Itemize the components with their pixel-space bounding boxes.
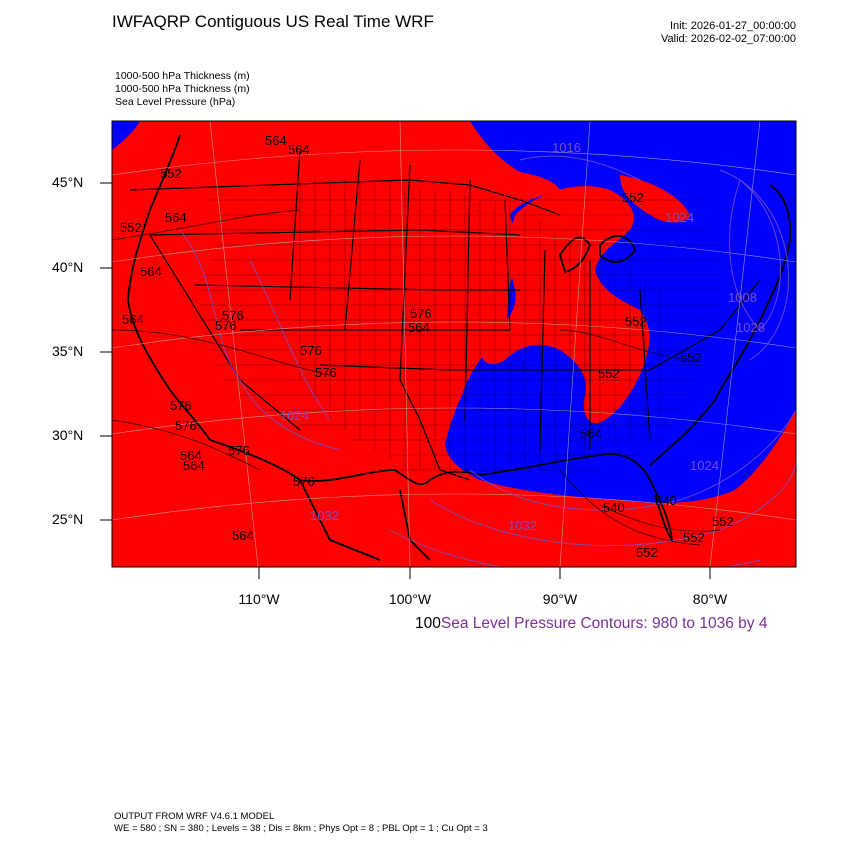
thickness-label: 576	[410, 306, 432, 321]
thickness-label: 576	[215, 318, 237, 333]
thickness-label: 564	[232, 528, 254, 543]
thickness-label: 576	[300, 343, 322, 358]
pressure-label: 1032	[310, 508, 339, 523]
thickness-label: 564	[140, 264, 162, 279]
thickness-label: 552	[683, 530, 705, 545]
field-slp: Sea Level Pressure (hPa)	[115, 96, 236, 108]
contour-note: 100Sea Level Pressure Contours: 980 to 1…	[415, 615, 767, 633]
thickness-label: 576	[222, 308, 244, 323]
thickness-label: 552	[120, 220, 142, 235]
slp-contour-note: Sea Level Pressure Contours: 980 to 1036…	[440, 615, 768, 632]
footer-config: WE = 580 ; SN = 380 ; Levels = 38 ; Dis …	[114, 823, 488, 834]
pressure-label: 1028	[736, 320, 765, 335]
footer-model: OUTPUT FROM WRF V4.6.1 MODEL	[114, 811, 275, 822]
thickness-label: 564	[165, 210, 187, 225]
slp-contours	[179, 155, 796, 567]
thickness-label: 552	[598, 366, 620, 381]
warm-intrusion-east	[620, 175, 690, 223]
thickness-label: 552	[625, 314, 647, 329]
coastlines	[127, 134, 792, 561]
lat-label-25: 25°N	[52, 511, 84, 527]
lon-label-80w: 80°W	[692, 591, 728, 607]
thickness-label: 564	[408, 320, 430, 335]
map-frame	[111, 120, 797, 568]
thickness-label: 552	[160, 166, 182, 181]
pressure-label: 1024	[690, 458, 719, 473]
thickness-label: 552	[680, 350, 702, 365]
field-list: 1000-500 hPa Thickness (m) 1000-500 hPa …	[115, 70, 250, 109]
thickness-label: 540	[603, 500, 625, 515]
thickness-label: 564	[180, 448, 202, 463]
thickness-label: 564	[122, 312, 144, 327]
thickness-label: 552	[636, 545, 658, 560]
lat-label-45: 45°N	[52, 174, 84, 190]
thickness-label: 564	[183, 458, 205, 473]
warm-intrusion-lakes	[481, 186, 650, 424]
valid-time: Valid: 2026-02-02_07:00:00	[661, 33, 796, 45]
cold-pocket-west	[112, 121, 140, 150]
init-time: Init: 2026-01-27_00:00:00	[670, 20, 796, 32]
thickness-contours	[112, 209, 721, 546]
thickness-label: 576	[315, 365, 337, 380]
lat-label-30: 30°N	[52, 427, 84, 443]
field-thickness-2: 1000-500 hPa Thickness (m)	[115, 83, 250, 95]
thickness-label: 564	[580, 426, 602, 441]
thickness-label: 576	[170, 398, 192, 413]
thickness-label: 576	[175, 418, 197, 433]
thickness-label: 552	[622, 190, 644, 205]
lon-label-110w: 110°W	[238, 591, 280, 607]
graticule	[112, 121, 796, 567]
pressure-label: 1016	[552, 140, 581, 155]
run-times: Init: 2026-01-27_00:00:00 Valid: 2026-02…	[661, 20, 796, 46]
pressure-label: 1024	[280, 408, 309, 423]
thickness-label: 576	[228, 443, 250, 458]
thickness-label: 564	[265, 133, 287, 148]
field-thickness-1: 1000-500 hPa Thickness (m)	[115, 70, 250, 82]
thickness-label: 540	[655, 493, 677, 508]
thickness-label: 576	[293, 474, 315, 489]
axis-ticks	[100, 182, 711, 579]
lon-label-90w: 90°W	[542, 591, 578, 607]
model-footer: OUTPUT FROM WRF V4.6.1 MODEL WE = 580 ; …	[114, 811, 488, 835]
lat-label-35: 35°N	[52, 343, 84, 359]
lat-label-40: 40°N	[52, 259, 84, 275]
thickness-label: 564	[288, 142, 310, 157]
contour-labels: 564 564 552 564 552 564 564 576 576 576 …	[120, 133, 765, 560]
pressure-label: 1032	[508, 518, 537, 533]
map-title: IWFAQRP Contiguous US Real Time WRF	[112, 12, 434, 31]
pressure-label: 1024	[665, 210, 694, 225]
thickness-label: 552	[712, 514, 734, 529]
county-grid	[200, 180, 720, 471]
thickness-contour-note-prefix: 100	[415, 615, 441, 632]
lon-label-100w: 100°W	[388, 591, 432, 607]
pressure-label: 1008	[728, 290, 757, 305]
